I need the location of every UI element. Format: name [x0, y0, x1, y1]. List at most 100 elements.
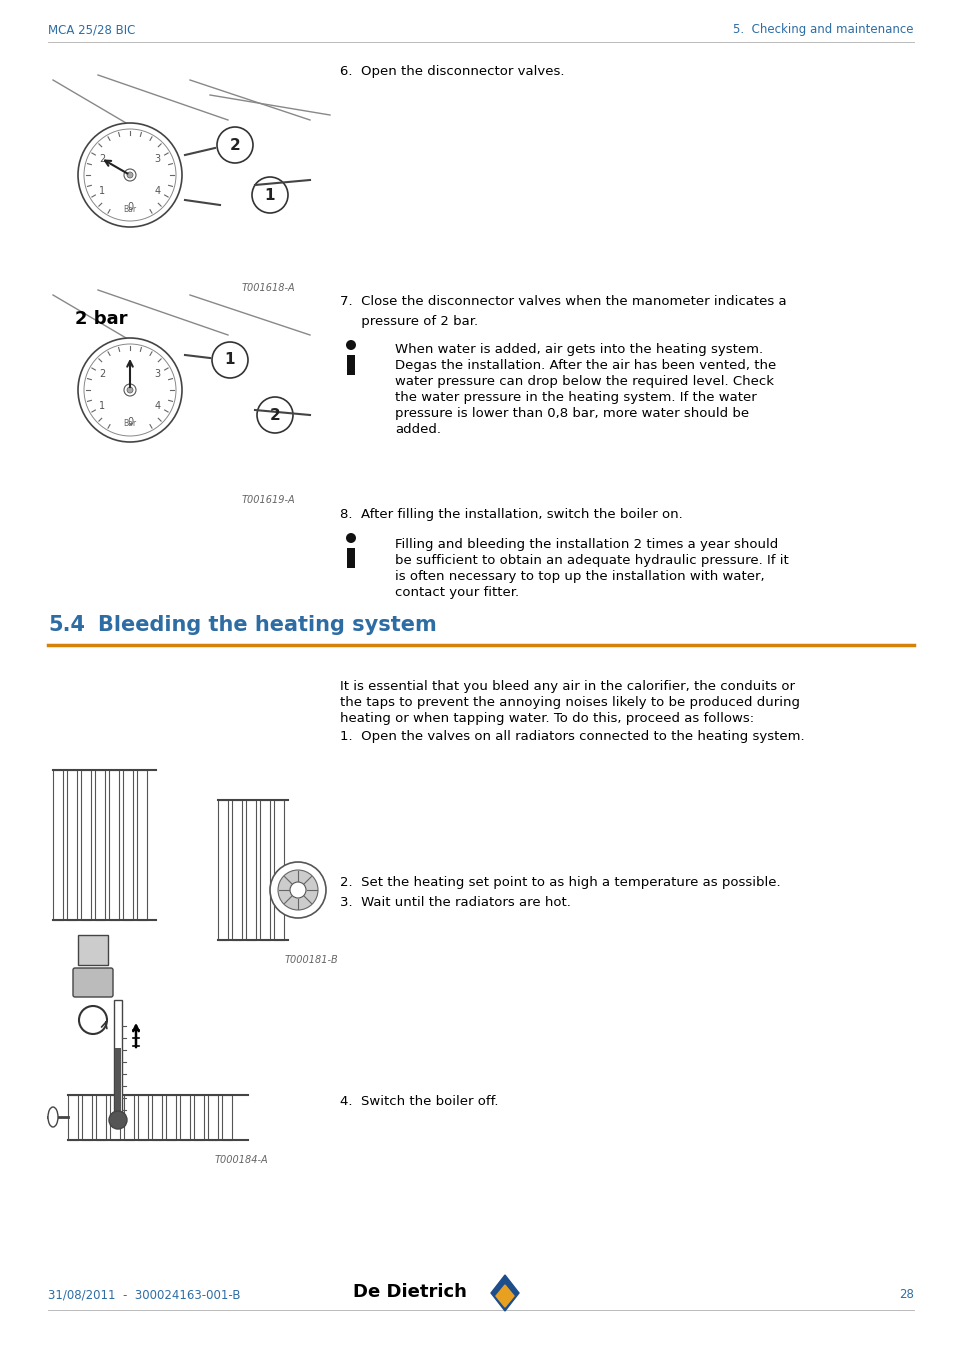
Text: 1: 1: [99, 186, 105, 196]
Bar: [82, 1095, 91, 1139]
Bar: [115, 1048, 121, 1120]
Text: T000184-A: T000184-A: [214, 1156, 268, 1165]
Bar: [208, 1095, 218, 1139]
Bar: [260, 801, 270, 940]
Text: T001618-A: T001618-A: [241, 284, 294, 293]
Text: 5.  Checking and maintenance: 5. Checking and maintenance: [733, 23, 913, 36]
Polygon shape: [496, 1285, 514, 1307]
Polygon shape: [491, 1274, 518, 1311]
Circle shape: [78, 123, 182, 227]
Bar: [110, 1095, 120, 1139]
Circle shape: [78, 338, 182, 441]
Text: T000181-B: T000181-B: [284, 954, 337, 965]
Text: 1: 1: [225, 352, 235, 367]
Circle shape: [127, 171, 132, 178]
Text: added.: added.: [395, 423, 440, 436]
Text: De Dietrich: De Dietrich: [353, 1282, 467, 1301]
Bar: [166, 1095, 175, 1139]
Text: 3.  Wait until the radiators are hot.: 3. Wait until the radiators are hot.: [339, 896, 570, 909]
Text: 6.  Open the disconnector valves.: 6. Open the disconnector valves.: [339, 65, 564, 78]
Bar: [96, 1095, 106, 1139]
Text: 1.  Open the valves on all radiators connected to the heating system.: 1. Open the valves on all radiators conn…: [339, 730, 803, 742]
Text: Degas the installation. After the air has been vented, the: Degas the installation. After the air ha…: [395, 359, 776, 373]
Text: be sufficient to obtain an adequate hydraulic pressure. If it: be sufficient to obtain an adequate hydr…: [395, 554, 788, 567]
Circle shape: [84, 344, 175, 436]
Text: When water is added, air gets into the heating system.: When water is added, air gets into the h…: [395, 343, 762, 356]
Bar: [347, 355, 355, 375]
Circle shape: [346, 533, 355, 543]
Text: 5.4: 5.4: [48, 616, 85, 634]
Text: 2: 2: [230, 138, 240, 153]
Text: contact your fitter.: contact your fitter.: [395, 586, 518, 599]
Text: 8.  After filling the installation, switch the boiler on.: 8. After filling the installation, switc…: [339, 508, 682, 521]
Text: 3: 3: [154, 369, 161, 379]
Circle shape: [277, 869, 317, 910]
Bar: [78, 936, 108, 965]
Circle shape: [216, 127, 253, 163]
Bar: [193, 1095, 204, 1139]
Bar: [124, 1095, 133, 1139]
Ellipse shape: [48, 1107, 58, 1127]
Text: 28: 28: [898, 1288, 913, 1301]
Circle shape: [84, 130, 175, 221]
Bar: [137, 769, 147, 919]
Bar: [67, 769, 77, 919]
Text: Bar: Bar: [123, 420, 136, 428]
Text: 7.  Close the disconnector valves when the manometer indicates a: 7. Close the disconnector valves when th…: [339, 296, 786, 308]
Circle shape: [252, 177, 288, 213]
Bar: [347, 548, 355, 568]
Text: 31/08/2011  -  300024163-001-B: 31/08/2011 - 300024163-001-B: [48, 1288, 240, 1301]
Text: 1: 1: [265, 188, 275, 202]
Text: 2.  Set the heating set point to as high a temperature as possible.: 2. Set the heating set point to as high …: [339, 876, 780, 890]
Text: T001619-A: T001619-A: [241, 495, 294, 505]
Text: 2: 2: [99, 154, 105, 163]
Text: 3: 3: [154, 154, 161, 163]
Text: is often necessary to top up the installation with water,: is often necessary to top up the install…: [395, 570, 763, 583]
Circle shape: [290, 882, 306, 898]
Bar: [232, 801, 242, 940]
Text: Bleeding the heating system: Bleeding the heating system: [98, 616, 436, 634]
Circle shape: [270, 863, 326, 918]
Text: It is essential that you bleed any air in the calorifier, the conduits or: It is essential that you bleed any air i…: [339, 680, 794, 693]
Circle shape: [109, 1111, 127, 1129]
Bar: [180, 1095, 190, 1139]
Text: pressure of 2 bar.: pressure of 2 bar.: [339, 315, 477, 328]
Bar: [95, 769, 105, 919]
Text: water pressure can drop below the required level. Check: water pressure can drop below the requir…: [395, 375, 773, 387]
Text: 0: 0: [127, 417, 132, 427]
Bar: [109, 769, 119, 919]
Bar: [81, 769, 91, 919]
Circle shape: [124, 383, 136, 396]
Circle shape: [127, 387, 132, 393]
FancyBboxPatch shape: [73, 968, 112, 998]
Bar: [274, 801, 284, 940]
Text: the taps to prevent the annoying noises likely to be produced during: the taps to prevent the annoying noises …: [339, 697, 800, 709]
Text: 2: 2: [270, 408, 280, 423]
Text: 4.  Switch the boiler off.: 4. Switch the boiler off.: [339, 1095, 498, 1108]
Text: Filling and bleeding the installation 2 times a year should: Filling and bleeding the installation 2 …: [395, 539, 778, 551]
Text: pressure is lower than 0,8 bar, more water should be: pressure is lower than 0,8 bar, more wat…: [395, 406, 748, 420]
Text: heating or when tapping water. To do this, proceed as follows:: heating or when tapping water. To do thi…: [339, 711, 753, 725]
Bar: [113, 1000, 122, 1120]
Text: 1: 1: [99, 401, 105, 410]
Circle shape: [212, 342, 248, 378]
Circle shape: [256, 397, 293, 433]
Text: MCA 25/28 BIC: MCA 25/28 BIC: [48, 23, 135, 36]
Bar: [152, 1095, 162, 1139]
Circle shape: [124, 169, 136, 181]
Text: 2: 2: [99, 369, 105, 379]
Bar: [246, 801, 255, 940]
Bar: [218, 801, 228, 940]
Text: 4: 4: [154, 401, 161, 410]
Text: 4: 4: [154, 186, 161, 196]
Bar: [53, 769, 63, 919]
Bar: [222, 1095, 232, 1139]
Text: Bar: Bar: [123, 204, 136, 213]
Text: 2 bar: 2 bar: [75, 310, 128, 328]
Text: 0: 0: [127, 202, 132, 212]
Bar: [138, 1095, 148, 1139]
Text: the water pressure in the heating system. If the water: the water pressure in the heating system…: [395, 392, 756, 404]
Circle shape: [346, 340, 355, 350]
Bar: [123, 769, 132, 919]
Bar: [68, 1095, 78, 1139]
